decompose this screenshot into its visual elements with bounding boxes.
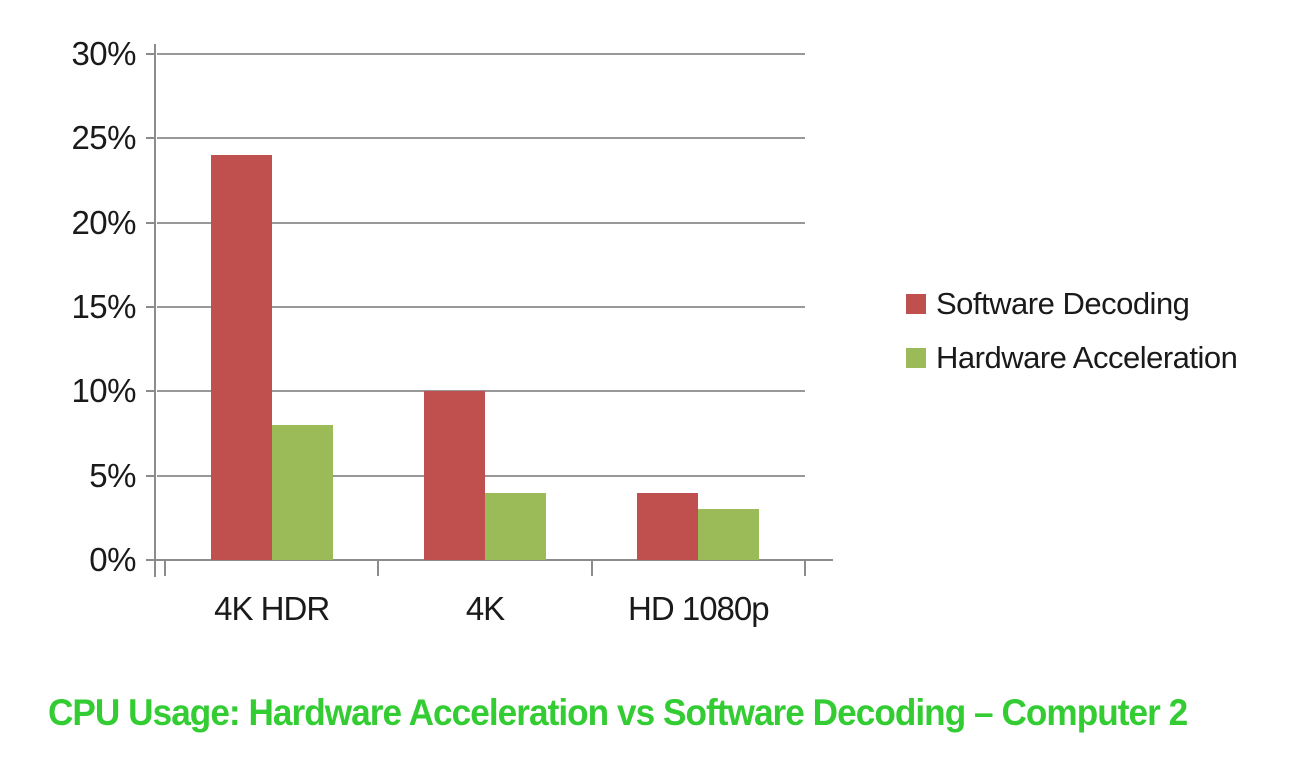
- bar-hardware-acceleration: [485, 492, 546, 560]
- y-tick-mark: [146, 390, 155, 393]
- bar-hardware-acceleration: [271, 425, 333, 560]
- legend-item: Hardware Acceleration: [906, 340, 1238, 375]
- legend-swatch-icon: [906, 348, 926, 368]
- x-category-label: 4K HDR: [214, 590, 330, 627]
- bar-hardware-acceleration: [698, 509, 760, 560]
- y-tick-mark: [146, 53, 155, 55]
- x-category-label: HD 1080p: [628, 590, 770, 627]
- bar-software-decoding: [424, 391, 485, 560]
- x-axis-line: [146, 559, 833, 561]
- x-tick-mark: [164, 560, 166, 576]
- y-tick-mark: [146, 306, 155, 308]
- gridline: [157, 306, 805, 308]
- legend: Software Decoding Hardware Acceleration: [906, 286, 1238, 396]
- y-tick-label: 15%: [71, 288, 136, 325]
- y-tick-label: 10%: [71, 372, 136, 410]
- y-tick-label: 30%: [71, 35, 136, 72]
- bar-software-decoding: [637, 492, 699, 560]
- gridline: [157, 137, 805, 140]
- x-tick-mark: [590, 560, 593, 576]
- y-tick-mark: [146, 221, 155, 224]
- legend-swatch-icon: [906, 294, 926, 314]
- legend-label: Software Decoding: [936, 286, 1190, 321]
- x-tick-mark: [377, 560, 380, 576]
- y-tick-label: 25%: [71, 119, 136, 157]
- y-axis-line: [154, 44, 156, 577]
- legend-item: Software Decoding: [906, 286, 1237, 321]
- y-tick-mark: [146, 137, 155, 140]
- y-tick-label: 0%: [89, 541, 136, 578]
- gridline: [157, 53, 805, 55]
- chart-title: CPU Usage: Hardware Acceleration vs Soft…: [48, 692, 1188, 733]
- gridline: [157, 221, 805, 224]
- x-category-label: 4K: [465, 590, 505, 627]
- y-tick-label: 20%: [71, 203, 136, 241]
- x-tick-mark: [804, 560, 806, 576]
- bar-software-decoding: [210, 155, 272, 560]
- y-tick-mark: [146, 474, 155, 477]
- y-tick-label: 5%: [89, 456, 136, 494]
- legend-label: Hardware Acceleration: [936, 340, 1238, 375]
